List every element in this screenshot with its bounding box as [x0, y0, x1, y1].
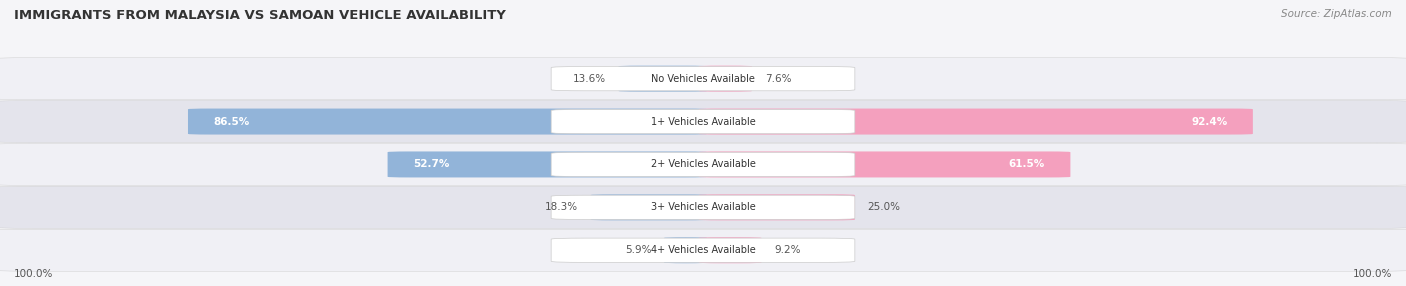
Text: 61.5%: 61.5%: [1010, 160, 1045, 169]
FancyBboxPatch shape: [699, 194, 855, 220]
FancyBboxPatch shape: [699, 237, 762, 263]
FancyBboxPatch shape: [699, 109, 1253, 134]
Text: 100.0%: 100.0%: [14, 269, 53, 279]
FancyBboxPatch shape: [0, 186, 1406, 228]
FancyBboxPatch shape: [551, 67, 855, 91]
FancyBboxPatch shape: [699, 152, 1070, 177]
FancyBboxPatch shape: [188, 109, 707, 134]
FancyBboxPatch shape: [551, 195, 855, 219]
Text: 18.3%: 18.3%: [546, 202, 578, 212]
Text: 1+ Vehicles Available: 1+ Vehicles Available: [651, 117, 755, 126]
Text: No Vehicles Available: No Vehicles Available: [651, 74, 755, 84]
FancyBboxPatch shape: [664, 237, 707, 263]
FancyBboxPatch shape: [551, 152, 855, 176]
Text: 25.0%: 25.0%: [868, 202, 900, 212]
FancyBboxPatch shape: [0, 143, 1406, 185]
Text: 3+ Vehicles Available: 3+ Vehicles Available: [651, 202, 755, 212]
FancyBboxPatch shape: [0, 100, 1406, 142]
Text: 100.0%: 100.0%: [1353, 269, 1392, 279]
FancyBboxPatch shape: [619, 66, 707, 92]
FancyBboxPatch shape: [0, 229, 1406, 271]
Text: 92.4%: 92.4%: [1191, 117, 1227, 126]
Text: 4+ Vehicles Available: 4+ Vehicles Available: [651, 245, 755, 255]
Text: 9.2%: 9.2%: [775, 245, 800, 255]
Text: 13.6%: 13.6%: [572, 74, 606, 84]
FancyBboxPatch shape: [699, 66, 752, 92]
FancyBboxPatch shape: [591, 194, 707, 220]
FancyBboxPatch shape: [0, 57, 1406, 100]
Text: Source: ZipAtlas.com: Source: ZipAtlas.com: [1281, 9, 1392, 19]
FancyBboxPatch shape: [551, 110, 855, 134]
FancyBboxPatch shape: [551, 238, 855, 262]
Text: IMMIGRANTS FROM MALAYSIA VS SAMOAN VEHICLE AVAILABILITY: IMMIGRANTS FROM MALAYSIA VS SAMOAN VEHIC…: [14, 9, 506, 21]
FancyBboxPatch shape: [388, 152, 707, 177]
Text: 5.9%: 5.9%: [624, 245, 651, 255]
Text: 7.6%: 7.6%: [765, 74, 792, 84]
Text: 86.5%: 86.5%: [214, 117, 249, 126]
Text: 52.7%: 52.7%: [413, 160, 450, 169]
Text: 2+ Vehicles Available: 2+ Vehicles Available: [651, 160, 755, 169]
